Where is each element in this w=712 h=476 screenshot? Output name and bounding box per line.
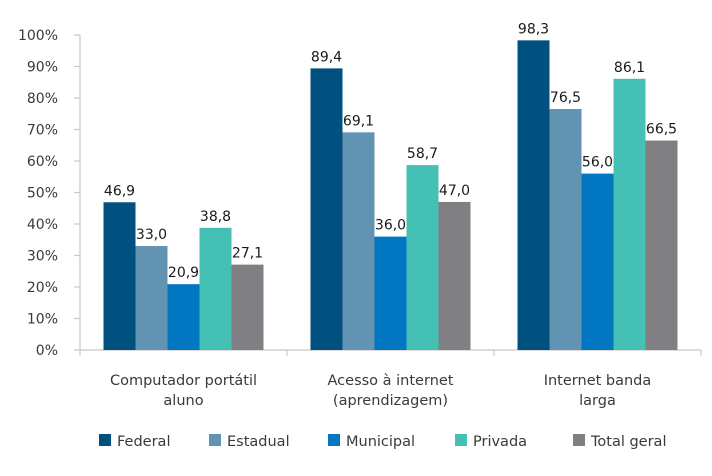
data-label: 33,0	[136, 227, 167, 243]
y-tick-label: 30%	[27, 249, 58, 265]
y-tick-label: 10%	[27, 312, 58, 328]
bar-municipal	[167, 284, 200, 350]
bar-federal	[310, 68, 343, 350]
legend-label: Privada	[473, 434, 527, 450]
bar-privada	[199, 227, 232, 350]
category-label: (aprendizagem)	[333, 393, 448, 409]
data-label: 47,0	[439, 183, 470, 199]
category-label: aluno	[163, 393, 203, 409]
legend-item: Federal	[99, 434, 170, 450]
legend-label: Federal	[117, 434, 170, 450]
legend-item: Total geral	[573, 434, 666, 450]
legend: Federal Estadual Municipal Privada Total ger…	[99, 434, 666, 450]
legend-label: Total geral	[590, 434, 666, 450]
data-label: 36,0	[375, 218, 406, 234]
y-tick-label: 90%	[27, 60, 58, 76]
y-tick-label: 80%	[27, 91, 58, 107]
y-tick-label: 50%	[27, 186, 58, 202]
y-tick-label: 0%	[36, 343, 58, 359]
category-label: Computador portátil	[110, 373, 257, 389]
legend-swatch	[573, 434, 585, 446]
data-label: 56,0	[582, 155, 613, 171]
data-label: 69,1	[343, 113, 374, 129]
bar-estadual	[135, 246, 168, 350]
y-tick-label: 40%	[27, 217, 58, 233]
bar-total-geral	[231, 264, 264, 350]
bar-municipal	[374, 236, 407, 350]
data-labels: 46,9 33,0 20,9 38,8 27,1 89,4 69,1 36,0 58,7 47,0…	[104, 21, 677, 281]
legend-label: Municipal	[346, 434, 415, 450]
bar-total-geral	[438, 201, 471, 350]
legend-swatch	[455, 434, 467, 446]
category-labels: Computador portátil aluno Acesso à interne…	[110, 373, 651, 409]
data-label: 86,1	[614, 60, 645, 76]
bar-estadual	[342, 132, 375, 350]
legend-label: Estadual	[227, 434, 290, 450]
data-label: 66,5	[646, 122, 677, 138]
y-tick-label: 70%	[27, 123, 58, 139]
legend-item: Estadual	[209, 434, 290, 450]
legend-item: Privada	[455, 434, 527, 450]
axes: 0% 10% 20% 30% 40% 50% 60% 70% 80% 90% 100%	[18, 28, 702, 359]
y-tick-label: 100%	[18, 28, 58, 44]
bar-municipal	[581, 173, 614, 350]
data-label: 38,8	[200, 209, 231, 225]
bar-estadual	[549, 109, 582, 351]
data-label: 58,7	[407, 146, 438, 162]
category-label: Internet banda	[544, 373, 652, 389]
legend-swatch	[328, 434, 340, 446]
y-tick-label: 20%	[27, 280, 58, 296]
data-label: 46,9	[104, 183, 135, 199]
bar-federal	[103, 202, 136, 350]
bar-total-geral	[645, 140, 678, 350]
legend-item: Municipal	[328, 434, 415, 450]
bar-privada	[406, 165, 439, 350]
category-label: larga	[579, 393, 616, 409]
legend-swatch	[209, 434, 221, 446]
bar-federal	[517, 40, 550, 350]
legend-swatch	[99, 434, 111, 446]
data-label: 89,4	[311, 49, 342, 65]
category-label: Acesso à internet	[328, 373, 454, 389]
bar-privada	[613, 78, 646, 350]
data-label: 76,5	[550, 90, 581, 106]
data-label: 20,9	[168, 265, 199, 281]
data-label: 98,3	[518, 21, 549, 37]
bars	[103, 40, 678, 351]
data-label: 27,1	[232, 246, 263, 262]
y-tick-label: 60%	[27, 154, 58, 170]
